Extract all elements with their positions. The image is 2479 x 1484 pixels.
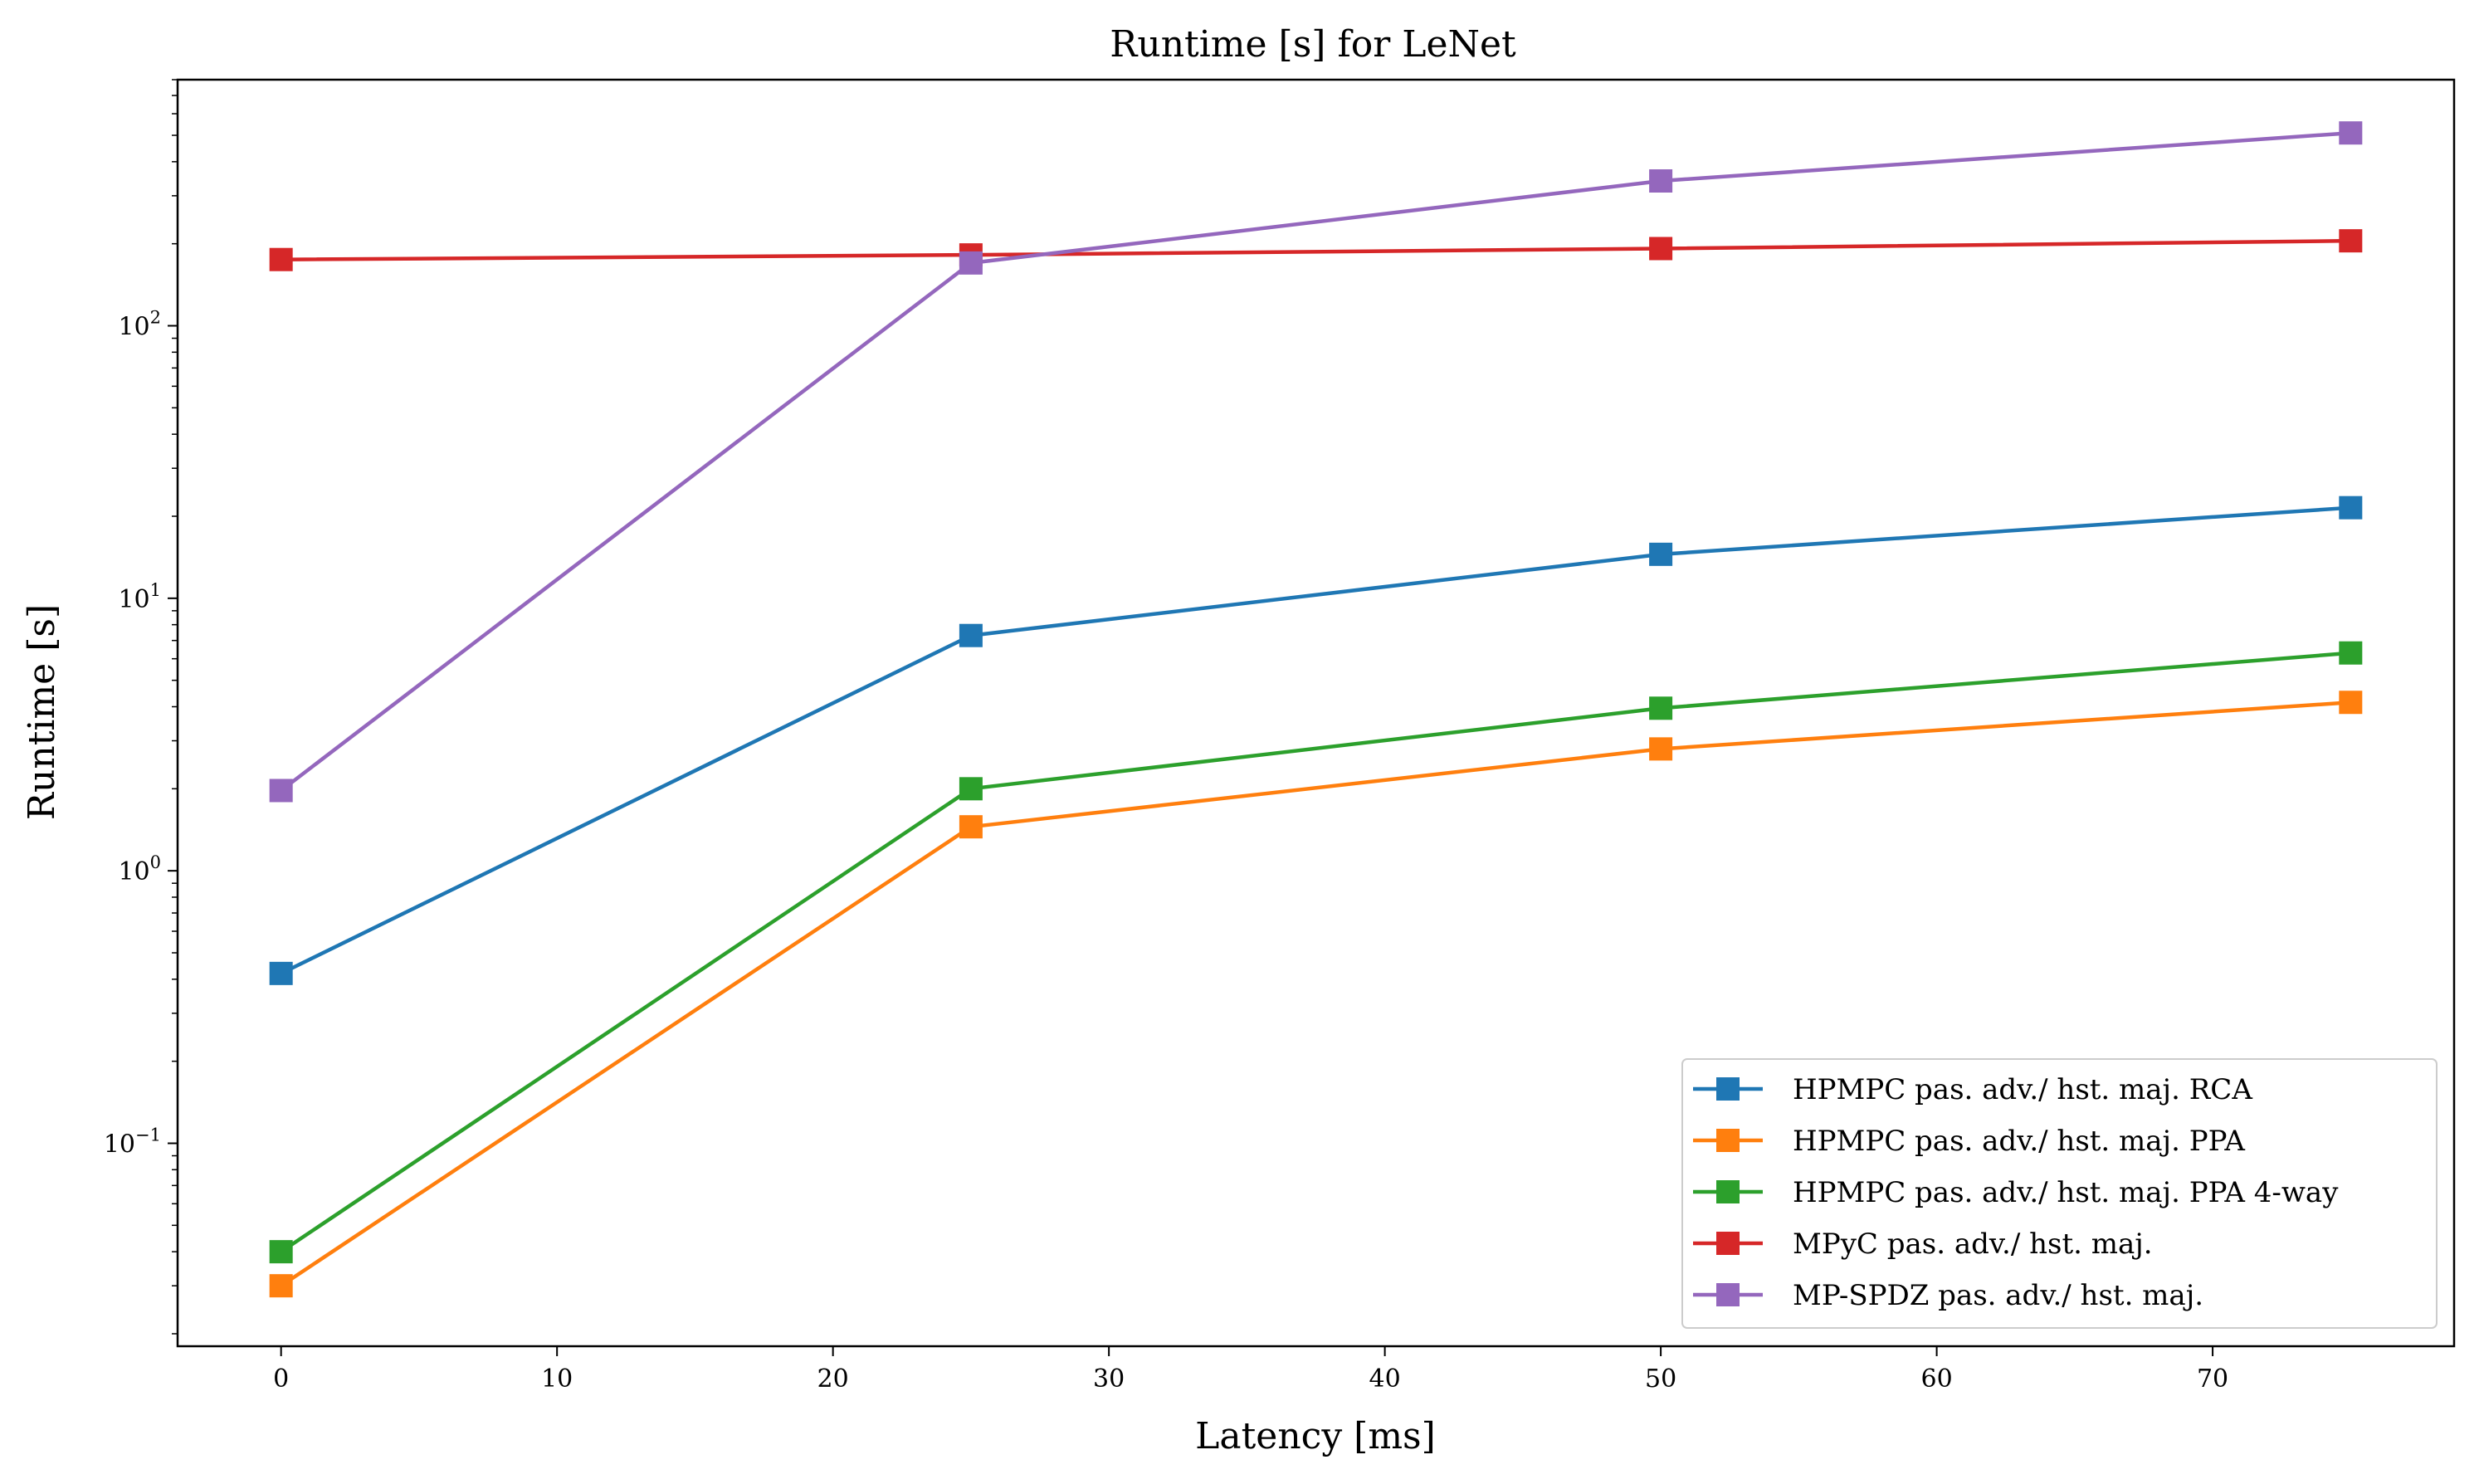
y-tick-label: 10−1 bbox=[104, 1125, 161, 1159]
legend-box bbox=[1681, 1058, 2438, 1329]
x-tick-label: 30 bbox=[1093, 1364, 1125, 1394]
x-tick-label: 40 bbox=[1369, 1364, 1401, 1394]
data-point-marker bbox=[1649, 169, 1673, 193]
y-tick-base: 10 bbox=[118, 313, 149, 342]
data-point-marker bbox=[1649, 737, 1673, 761]
legend: HPMPC pas. adv./ hst. maj. RCA HPMPC pas.… bbox=[1681, 1058, 2438, 1329]
data-point-marker bbox=[959, 815, 983, 839]
x-tick-label: 70 bbox=[2197, 1364, 2228, 1394]
series-line bbox=[281, 238, 2351, 261]
y-tick-exponent: 1 bbox=[150, 580, 161, 600]
series-line bbox=[280, 651, 2351, 1254]
legend-marker bbox=[1716, 1129, 1740, 1152]
series-line bbox=[280, 505, 2351, 975]
legend-marker bbox=[1716, 1283, 1740, 1306]
y-tick-base: 10 bbox=[118, 585, 149, 614]
series-1 bbox=[269, 691, 2363, 1298]
series-layer bbox=[269, 121, 2363, 1298]
data-point-marker bbox=[269, 1274, 293, 1298]
legend-marker bbox=[1716, 1180, 1740, 1203]
y-axis-label: Runtime [s] bbox=[21, 604, 63, 820]
legend-marker bbox=[1716, 1232, 1740, 1255]
data-point-marker bbox=[1649, 237, 1673, 261]
data-point-marker bbox=[1649, 696, 1673, 720]
series-0 bbox=[269, 495, 2363, 985]
x-axis: 0 10 20 30 40 50 60 70 bbox=[273, 1346, 2228, 1394]
data-point-marker bbox=[959, 777, 983, 801]
data-point-marker bbox=[2339, 495, 2363, 520]
data-point-marker bbox=[1649, 542, 1673, 566]
legend-label: MPyC pas. adv./ hst. maj. bbox=[1793, 1228, 2153, 1261]
data-point-marker bbox=[959, 251, 983, 275]
data-point-marker bbox=[2339, 691, 2363, 715]
x-tick-label: 20 bbox=[817, 1364, 849, 1394]
data-point-marker bbox=[269, 779, 293, 803]
data-point-marker bbox=[2339, 229, 2363, 253]
data-point-marker bbox=[269, 1240, 293, 1264]
y-tick-exponent: −1 bbox=[135, 1125, 161, 1145]
legend-marker bbox=[1716, 1077, 1740, 1101]
legend-label: MP-SPDZ pas. adv./ hst. maj. bbox=[1793, 1279, 2203, 1312]
y-tick-exponent: 2 bbox=[150, 308, 161, 328]
y-tick-base: 10 bbox=[118, 857, 149, 886]
data-point-marker bbox=[2339, 121, 2363, 145]
data-point-marker bbox=[269, 247, 293, 271]
data-point-marker bbox=[269, 961, 293, 985]
y-tick-exponent: 0 bbox=[150, 852, 161, 872]
series-3 bbox=[269, 229, 2363, 271]
series-line bbox=[280, 700, 2351, 1288]
x-axis-label: Latency [ms] bbox=[1195, 1415, 1436, 1457]
x-tick-label: 0 bbox=[273, 1364, 289, 1394]
legend-entries: HPMPC pas. adv./ hst. maj. RCA HPMPC pas.… bbox=[1693, 1073, 2339, 1312]
x-tick-label: 50 bbox=[1645, 1364, 1676, 1394]
x-tick-label: 10 bbox=[541, 1364, 573, 1394]
plot-frame bbox=[176, 78, 2456, 1348]
y-tick-base: 10 bbox=[104, 1130, 135, 1159]
y-tick-label: 101 bbox=[118, 580, 161, 614]
y-tick-label: 100 bbox=[118, 852, 161, 886]
series-line bbox=[280, 130, 2351, 793]
series-2 bbox=[269, 641, 2363, 1264]
chart-title: Runtime [s] for LeNet bbox=[1110, 23, 1516, 66]
series-4 bbox=[269, 121, 2363, 803]
y-tick-label: 102 bbox=[118, 308, 161, 342]
data-point-marker bbox=[959, 623, 983, 647]
legend-label: HPMPC pas. adv./ hst. maj. PPA 4-way bbox=[1793, 1176, 2339, 1209]
legend-label: HPMPC pas. adv./ hst. maj. PPA bbox=[1793, 1125, 2245, 1158]
legend-label: HPMPC pas. adv./ hst. maj. RCA bbox=[1793, 1073, 2252, 1106]
x-tick-label: 60 bbox=[1920, 1364, 1952, 1394]
data-point-marker bbox=[2339, 641, 2363, 665]
